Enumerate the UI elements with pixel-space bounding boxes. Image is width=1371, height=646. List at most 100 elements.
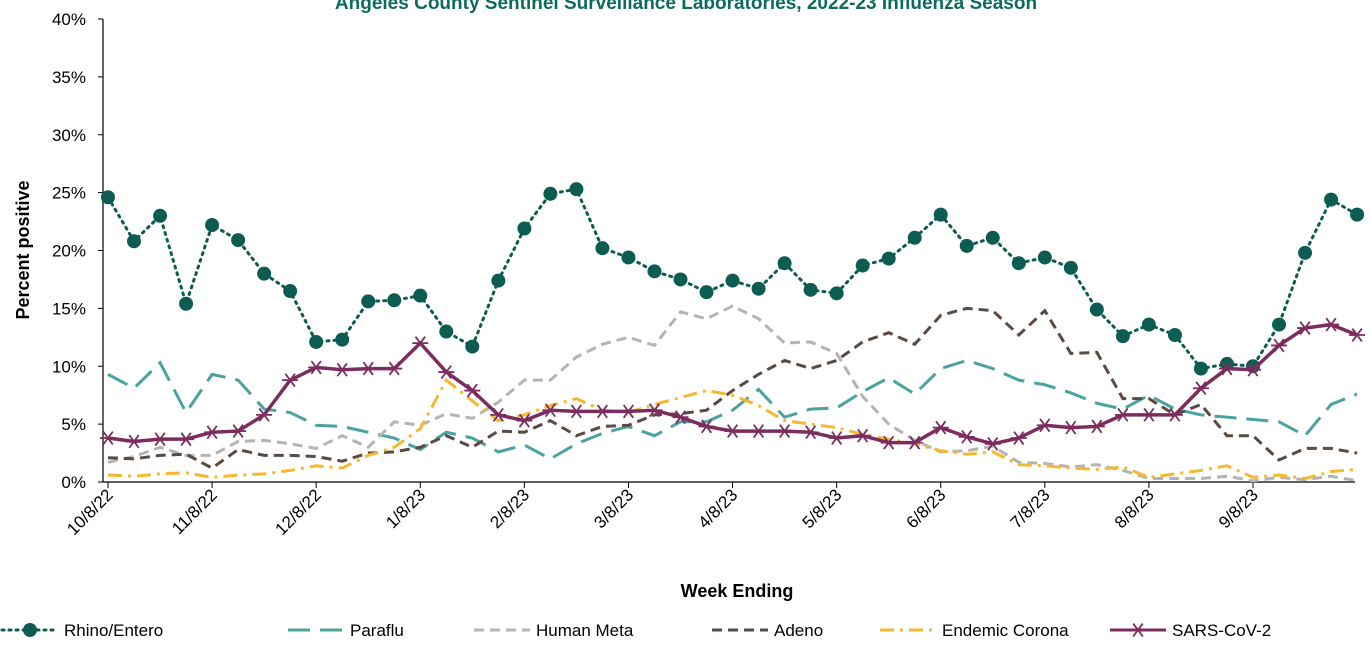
point: [881, 251, 896, 266]
point: [542, 403, 559, 418]
x-tick-label: 6/8/23: [903, 485, 950, 532]
point: [854, 428, 871, 443]
point: [1140, 407, 1157, 422]
y-tick-label: 20%: [52, 242, 86, 261]
y-tick-label: 0%: [61, 473, 86, 492]
point: [699, 285, 714, 300]
point: [959, 238, 974, 253]
point: [725, 273, 740, 288]
point: [1088, 419, 1105, 434]
point: [568, 404, 585, 419]
point: [777, 256, 792, 271]
point-stroke: [570, 404, 582, 419]
point: [829, 286, 844, 301]
point-stroke: [388, 361, 400, 376]
point: [1063, 260, 1078, 275]
point: [1349, 328, 1366, 342]
point-stroke: [440, 365, 452, 379]
point: [776, 424, 793, 439]
point: [985, 230, 1000, 245]
point: [1036, 418, 1053, 433]
y-tick-label: 30%: [52, 126, 86, 145]
point: [438, 365, 455, 379]
point: [880, 435, 897, 450]
legend-label: Adeno: [774, 621, 823, 640]
point: [517, 221, 532, 236]
legend-label: Rhino/Entero: [64, 621, 163, 640]
point: [673, 272, 688, 287]
y-tick-label: 25%: [52, 184, 86, 203]
point: [153, 208, 168, 223]
point-stroke: [544, 403, 556, 418]
point-stroke: [674, 410, 687, 425]
point-stroke: [336, 362, 348, 377]
point: [1166, 407, 1183, 422]
point-stroke: [1039, 418, 1051, 433]
series-line: [107, 358, 1358, 461]
series-line: [107, 322, 1358, 446]
y-tick-label: 40%: [52, 10, 86, 29]
point: [334, 362, 351, 377]
point-stroke: [1247, 362, 1259, 377]
point: [464, 383, 481, 398]
point: [282, 373, 299, 388]
point-stroke: [857, 428, 869, 443]
point: [231, 233, 246, 248]
point-stroke: [805, 425, 817, 440]
point-stroke: [466, 383, 478, 398]
point-stroke: [1351, 328, 1363, 342]
point: [1114, 407, 1131, 422]
x-tick-label: 12/8/22: [271, 485, 325, 539]
point-stroke: [128, 434, 140, 449]
series-line: [107, 377, 1358, 481]
point-stroke: [518, 413, 530, 428]
y-tick-label: 5%: [61, 415, 86, 434]
point-stroke: [987, 436, 999, 451]
point: [569, 182, 584, 197]
x-tick-label: 3/8/23: [590, 485, 637, 532]
point: [1272, 317, 1287, 332]
point-stroke: [883, 435, 895, 450]
point: [933, 207, 948, 222]
x-axis-title: Week Ending: [681, 581, 794, 601]
point-stroke: [492, 407, 504, 422]
point: [1115, 329, 1130, 344]
point: [1192, 381, 1209, 396]
x-tick-label: 1/8/23: [382, 485, 429, 532]
legend-item: Rhino/Entero: [0, 621, 163, 640]
point: [595, 241, 610, 256]
point: [1271, 338, 1288, 353]
point-stroke: [180, 432, 192, 447]
point: [646, 403, 663, 418]
point-stroke: [102, 431, 114, 445]
point: [906, 435, 923, 450]
point-stroke: [779, 424, 791, 439]
point: [361, 294, 376, 309]
point: [855, 258, 870, 273]
point: [620, 404, 637, 419]
point: [932, 420, 949, 435]
point: [1324, 192, 1339, 207]
point: [256, 407, 273, 422]
point: [594, 404, 611, 419]
point: [672, 410, 689, 425]
point: [1010, 431, 1027, 445]
point: [152, 432, 169, 447]
y-tick-label: 35%: [52, 68, 86, 87]
point-stroke: [1325, 317, 1337, 332]
point: [179, 296, 194, 311]
point-stroke: [1221, 361, 1233, 376]
point: [360, 361, 377, 376]
point-stroke: [232, 424, 244, 439]
point: [698, 419, 715, 434]
point-stroke: [1013, 431, 1025, 445]
y-tick-label: 15%: [52, 299, 86, 318]
point: [647, 264, 662, 279]
point: [1193, 361, 1208, 376]
point: [958, 429, 975, 444]
legend-marker: [23, 623, 37, 637]
point: [100, 431, 116, 445]
point: [1218, 361, 1235, 376]
x-tick-label: 2/8/23: [486, 485, 533, 532]
